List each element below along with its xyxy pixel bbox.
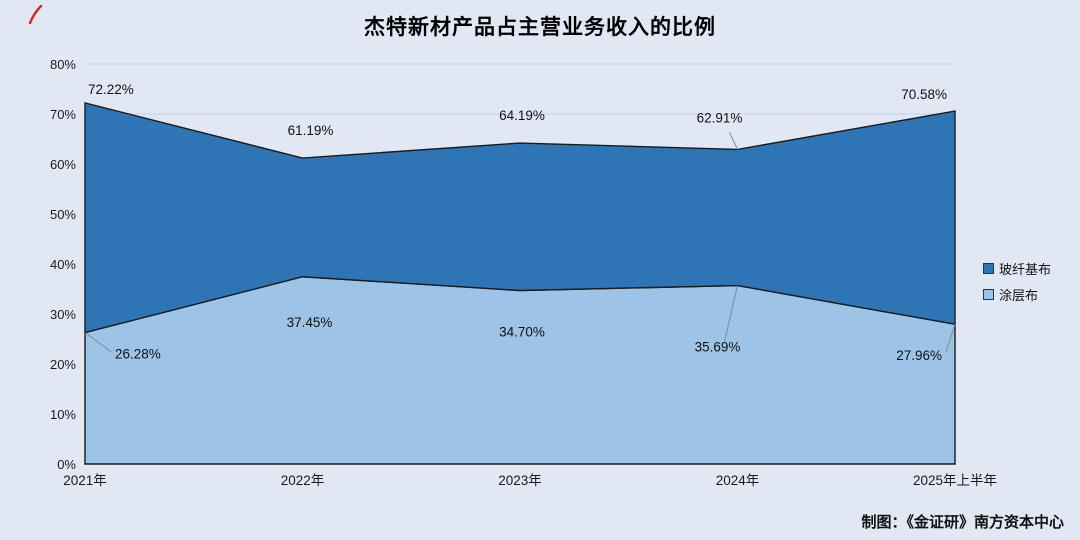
label-leader-line (945, 324, 956, 353)
data-label: 27.96% (896, 348, 942, 363)
legend-label-glass-fiber-cloth: 玻纤基布 (999, 262, 1052, 277)
y-axis-tick-label: 70% (50, 107, 76, 122)
data-label: 26.28% (115, 347, 161, 362)
chart-legend: 玻纤基布 涂层布 (983, 259, 1051, 304)
legend-item-coated-cloth: 涂层布 (983, 285, 1051, 304)
y-axis-tick-label: 50% (50, 207, 76, 222)
label-leader-line (729, 132, 738, 150)
x-axis-tick-label: 2023年 (498, 473, 542, 488)
y-axis-tick-label: 0% (57, 457, 76, 472)
data-label: 35.69% (695, 340, 741, 355)
data-label: 70.58% (901, 87, 947, 102)
legend-item-glass-fiber-cloth: 玻纤基布 (983, 259, 1051, 278)
data-label: 61.19% (288, 123, 334, 138)
y-axis-tick-label: 80% (50, 57, 76, 72)
y-axis-tick-label: 10% (50, 407, 76, 422)
y-axis-tick-label: 40% (50, 257, 76, 272)
y-axis-tick-label: 30% (50, 307, 76, 322)
x-axis-tick-label: 2021年 (63, 473, 107, 488)
data-label: 62.91% (697, 110, 743, 125)
data-label: 34.70% (499, 325, 545, 340)
chart-title: 杰特新材产品占主营业务收入的比例 (364, 16, 716, 39)
label-leader-line (84, 332, 112, 353)
data-label: 37.45% (287, 315, 333, 330)
legend-swatch-glass-fiber-cloth (983, 263, 994, 274)
y-axis-tick-label: 20% (50, 357, 76, 372)
x-axis-tick-label: 2025年上半年 (913, 473, 997, 488)
label-leader-line (724, 285, 738, 342)
x-axis-tick-label: 2022年 (281, 473, 325, 488)
data-label: 72.22% (88, 82, 134, 97)
data-label: 64.19% (499, 108, 545, 123)
red-corner-mark (28, 4, 43, 25)
area-coated-cloth (84, 276, 956, 465)
y-axis-tick-label: 60% (50, 157, 76, 172)
red-corner-stroke (28, 4, 43, 25)
legend-swatch-coated-cloth (983, 289, 994, 300)
x-axis-tick-label: 2024年 (716, 473, 760, 488)
legend-label-coated-cloth: 涂层布 (999, 288, 1039, 303)
credit-text: 制图：《金证研》南方资本中心 (861, 514, 1064, 531)
